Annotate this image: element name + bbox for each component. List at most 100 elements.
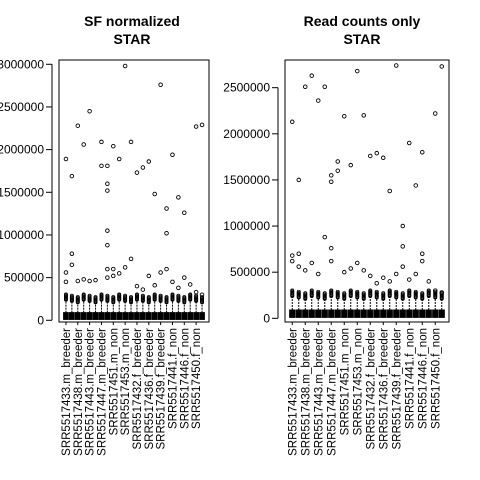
outlier-point: [433, 288, 438, 293]
x-category-label: SRR5517441.f_non: [167, 328, 179, 429]
y-tick-label: 1000000: [0, 228, 44, 242]
y-tick-label: 500000: [230, 265, 270, 279]
box-body: [438, 309, 445, 318]
x-category-label: SRR5517447.m_breeder: [326, 328, 338, 456]
outlier-point: [394, 63, 399, 68]
outlier-point: [381, 275, 386, 280]
box-body: [341, 309, 348, 318]
y-tick-label: 2000000: [0, 143, 44, 157]
outlier-point: [87, 293, 92, 298]
outlier-point: [387, 288, 392, 293]
outlier-point: [158, 293, 163, 298]
box-body: [151, 312, 158, 320]
outlier-point: [400, 223, 406, 229]
outlier-point: [426, 279, 432, 284]
box-body: [104, 312, 111, 320]
box-body: [432, 309, 439, 318]
box-body: [116, 312, 123, 320]
outlier-point: [355, 68, 360, 74]
box-body: [425, 309, 432, 318]
outlier-point: [87, 108, 92, 114]
panel-sf-normalized: SF normalized STAR 0 500000 1000000 1500000 20…: [0, 13, 210, 456]
x-category-label: SRR5517451.m_non: [339, 328, 351, 435]
outlier-point: [342, 291, 347, 296]
box-body: [98, 312, 105, 320]
outlier-point: [182, 210, 187, 216]
outlier-point: [134, 283, 140, 289]
outlier-point: [105, 163, 110, 169]
outlier-point: [374, 150, 380, 156]
outlier-point: [105, 188, 110, 193]
outlier-point: [387, 279, 393, 284]
outlier-point: [193, 124, 199, 129]
outlier-point: [329, 179, 334, 185]
outlier-point: [420, 150, 425, 155]
outlier-point: [105, 266, 110, 272]
outlier-point: [129, 295, 134, 300]
x-category-label: SRR5517446.f_non: [417, 328, 429, 429]
box-body: [419, 309, 426, 318]
box-body: [328, 309, 335, 318]
outlier-point: [200, 295, 205, 300]
x-category-label: SRR5517450.f_non: [430, 328, 442, 429]
outlier-point: [170, 152, 175, 157]
outlier-point: [187, 282, 193, 287]
outlier-point: [407, 140, 412, 146]
x-category-label: SRR5517439.f_breeder: [156, 328, 168, 450]
outlier-point: [152, 292, 157, 297]
x-category-label: SRR5517446.f_non: [179, 328, 191, 429]
box-body: [406, 309, 413, 318]
box-body: [175, 312, 182, 320]
box-body: [289, 309, 296, 318]
outlier-point: [316, 98, 321, 103]
outlier-point: [140, 287, 146, 292]
outlier-point: [381, 155, 386, 161]
outlier-point: [420, 251, 425, 256]
y-tick-label: 0: [37, 313, 44, 327]
outlier-point: [296, 251, 302, 256]
outlier-point: [426, 288, 431, 293]
chart-title: Read counts only: [304, 13, 421, 29]
x-category-label: SRR5517451.m_non: [108, 328, 120, 435]
outlier-point: [335, 168, 341, 173]
box-body: [92, 312, 99, 320]
outlier-point: [128, 139, 134, 145]
outlier-point: [296, 264, 302, 269]
plot-frame: [284, 59, 450, 323]
box-body: [128, 312, 134, 320]
outlier-point: [199, 292, 205, 297]
outlier-point: [296, 289, 301, 294]
outlier-point: [355, 260, 360, 266]
outlier-point: [93, 295, 98, 300]
x-category-label: SRR5517433.m_breeder: [287, 328, 299, 456]
outlier-point: [69, 173, 75, 179]
box-body: [163, 312, 170, 320]
outlier-point: [355, 289, 360, 294]
outlier-point: [400, 291, 405, 296]
outlier-point: [111, 143, 116, 149]
outlier-point: [368, 153, 373, 159]
outlier-point: [329, 245, 334, 251]
outlier-point: [374, 281, 380, 286]
outlier-point: [420, 291, 425, 296]
outlier-point: [316, 271, 321, 277]
box-body: [302, 309, 309, 318]
outlier-point: [69, 251, 75, 256]
box-body: [181, 312, 188, 320]
outlier-point: [439, 290, 445, 295]
box-body: [134, 312, 140, 320]
outlier-point: [146, 159, 152, 164]
outlier-point: [322, 291, 327, 296]
x-category-label: SRR5517441.f_non: [404, 328, 416, 429]
outlier-point: [309, 73, 315, 78]
outlier-point: [111, 266, 116, 272]
outlier-point: [296, 177, 302, 183]
outlier-point: [123, 293, 128, 298]
outlier-point: [158, 270, 163, 275]
outlier-point: [322, 234, 328, 240]
outlier-point: [335, 289, 340, 294]
outlier-point: [105, 181, 110, 186]
plot-frame: [58, 59, 210, 323]
outlier-point: [335, 159, 341, 164]
outlier-point: [394, 271, 399, 277]
